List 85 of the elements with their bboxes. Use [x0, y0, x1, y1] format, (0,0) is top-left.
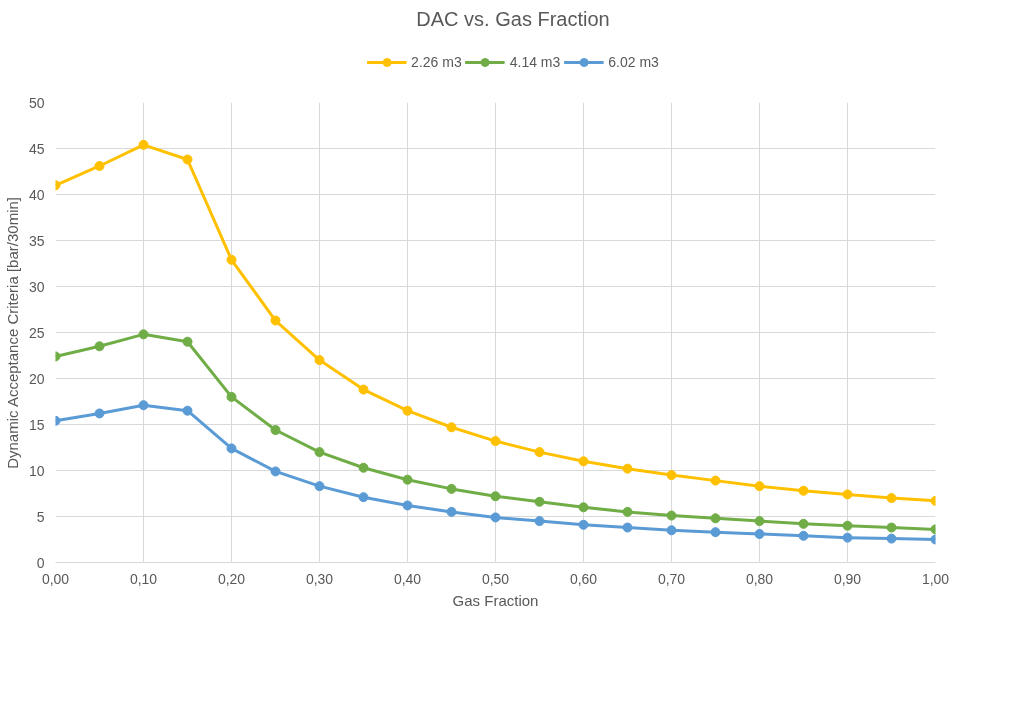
point	[182, 405, 193, 416]
point	[490, 491, 501, 502]
point	[534, 447, 545, 458]
point	[710, 513, 721, 524]
y-tick-label: 40	[28, 186, 45, 203]
point	[622, 463, 633, 474]
point	[798, 518, 809, 529]
point	[534, 496, 545, 507]
point	[578, 456, 589, 467]
x-tick-label: 0,90	[833, 570, 862, 587]
x-tick-label: 0,50	[481, 570, 510, 587]
chart-title: DAC vs. Gas Fraction	[416, 7, 610, 30]
x-tick-label: 0,40	[393, 570, 422, 587]
point	[842, 532, 853, 543]
point	[622, 522, 633, 533]
point	[138, 400, 149, 411]
point	[886, 533, 897, 544]
legend-label: 6.02 m3	[608, 54, 659, 70]
point	[490, 436, 501, 447]
point	[402, 474, 413, 485]
point	[226, 254, 237, 265]
point	[754, 481, 765, 492]
point	[666, 525, 677, 536]
x-tick-label: 0,70	[657, 570, 686, 587]
y-tick-label: 30	[28, 278, 45, 295]
point	[358, 492, 369, 503]
point	[446, 506, 457, 517]
y-tick-label: 15	[28, 416, 45, 433]
point	[446, 422, 457, 433]
point	[314, 447, 325, 458]
y-tick-label: 20	[28, 370, 45, 387]
point	[358, 462, 369, 473]
point	[402, 405, 413, 416]
y-tick-label: 10	[28, 462, 45, 479]
point	[798, 485, 809, 496]
y-tick-label: 35	[28, 232, 45, 249]
x-tick-label: 1,00	[921, 570, 950, 587]
point	[578, 502, 589, 513]
point	[666, 470, 677, 481]
point	[622, 506, 633, 517]
point	[226, 443, 237, 454]
legend-label: 4.14 m3	[509, 54, 561, 70]
point	[402, 500, 413, 511]
y-tick-label: 5	[36, 508, 45, 525]
point	[754, 516, 765, 527]
point	[138, 139, 149, 150]
point	[446, 483, 457, 494]
point	[182, 336, 193, 347]
point	[270, 315, 281, 326]
y-tick-label: 25	[28, 324, 45, 341]
point	[270, 425, 281, 436]
point	[798, 530, 809, 541]
point	[578, 519, 589, 530]
point	[182, 154, 193, 165]
y-tick-label: 0	[36, 554, 45, 571]
point	[534, 516, 545, 527]
point	[270, 466, 281, 477]
point	[94, 160, 105, 171]
point	[94, 341, 105, 352]
x-tick-label: 0,80	[745, 570, 774, 587]
point	[886, 493, 897, 504]
point	[226, 391, 237, 402]
point	[314, 355, 325, 366]
x-axis-title: Gas Fraction	[452, 591, 539, 609]
legend-label: 2.26 m3	[411, 54, 462, 70]
x-tick-label: 0,60	[569, 570, 598, 587]
point	[314, 481, 325, 492]
x-tick-label: 0,30	[305, 570, 334, 587]
point	[94, 408, 105, 419]
x-tick-label: 0,10	[129, 570, 158, 587]
y-axis-title: Dynamic Acceptance Criteria [bar/30min]	[3, 197, 21, 469]
point	[666, 510, 677, 521]
x-tick-label: 0,00	[41, 570, 70, 587]
point	[358, 384, 369, 395]
point	[754, 528, 765, 539]
point	[842, 489, 853, 500]
point	[490, 512, 501, 523]
point	[710, 475, 721, 486]
x-tick-label: 0,20	[217, 570, 246, 587]
y-tick-label: 45	[28, 140, 45, 157]
point	[710, 527, 721, 538]
point	[886, 522, 897, 533]
y-tick-label: 50	[28, 94, 45, 111]
point	[842, 520, 853, 531]
point	[138, 329, 149, 340]
